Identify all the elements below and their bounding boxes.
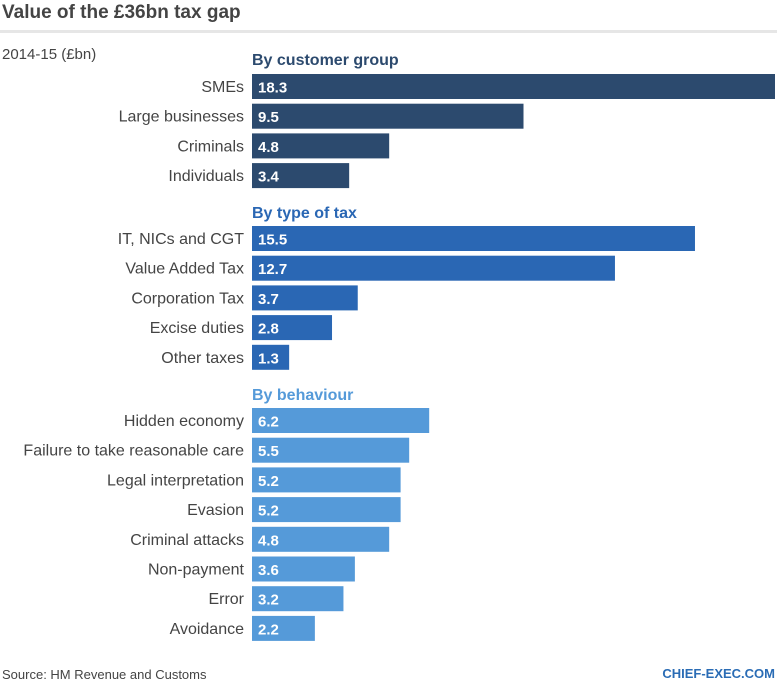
bar	[252, 586, 344, 612]
bar	[252, 74, 775, 99]
bar	[252, 163, 350, 189]
data-label: 12.7	[258, 261, 287, 278]
data-label: 15.5	[258, 232, 287, 249]
data-label: 2.2	[258, 621, 279, 638]
data-label: 5.2	[258, 503, 279, 520]
category-label: Other taxes	[161, 350, 244, 367]
category-label: Legal interpretation	[107, 472, 244, 489]
category-label: Criminals	[177, 138, 244, 155]
bar	[252, 437, 410, 463]
data-label: 5.2	[258, 473, 279, 490]
bar	[252, 408, 430, 433]
category-label: SMEs	[201, 79, 244, 96]
bar	[252, 615, 315, 641]
bar	[252, 285, 358, 311]
brand-link[interactable]: CHIEF-EXEC.COM	[662, 666, 775, 681]
category-label: Evasion	[187, 502, 244, 519]
bar	[252, 526, 390, 552]
category-label: Excise duties	[150, 320, 244, 337]
bar	[252, 497, 401, 523]
bar	[252, 103, 524, 129]
data-label: 2.8	[258, 321, 279, 338]
category-label: IT, NICs and CGT	[118, 231, 244, 248]
data-label: 4.8	[258, 532, 279, 549]
title-divider	[0, 30, 777, 33]
chart-title: Value of the £36bn tax gap	[2, 2, 241, 23]
category-label: Corporation Tax	[131, 290, 244, 307]
group-heading: By type of tax	[252, 205, 357, 222]
category-label: Hidden economy	[124, 413, 244, 430]
data-label: 1.3	[258, 350, 279, 367]
category-label: Error	[208, 591, 244, 608]
category-label: Failure to take reasonable care	[23, 443, 244, 460]
group-heading: By customer group	[252, 52, 399, 69]
category-label: Criminal attacks	[130, 532, 244, 549]
chart-subtitle: 2014-15 (£bn)	[2, 46, 97, 63]
data-label: 3.7	[258, 291, 279, 308]
source-note: Source: HM Revenue and Customs	[2, 667, 207, 682]
bar	[252, 133, 390, 159]
category-label: Non-payment	[148, 562, 245, 579]
data-label: 3.4	[258, 169, 280, 186]
bar	[252, 467, 401, 493]
category-label: Individuals	[168, 168, 244, 185]
data-label: 6.2	[258, 414, 279, 431]
bar	[252, 226, 695, 251]
data-label: 18.3	[258, 80, 287, 97]
bar	[252, 344, 290, 370]
category-label: Value Added Tax	[125, 261, 244, 278]
data-label: 3.6	[258, 562, 279, 579]
group-heading: By behaviour	[252, 387, 353, 404]
data-label: 4.8	[258, 139, 279, 156]
category-label: Avoidance	[170, 621, 245, 638]
bar	[252, 255, 615, 281]
data-label: 5.5	[258, 443, 279, 460]
category-label: Large businesses	[119, 109, 244, 126]
bar	[252, 556, 355, 582]
data-label: 9.5	[258, 109, 279, 126]
data-label: 3.2	[258, 592, 279, 609]
bar	[252, 315, 333, 341]
